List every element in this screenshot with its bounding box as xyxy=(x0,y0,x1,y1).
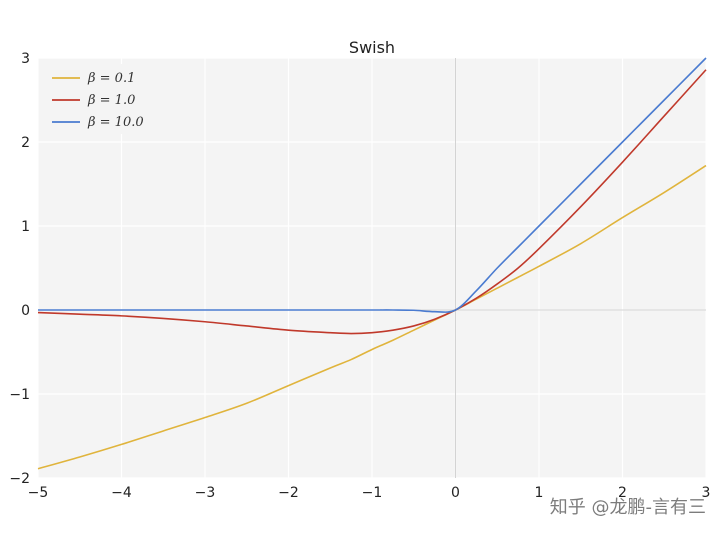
series-lines xyxy=(37,57,707,470)
series-line-2 xyxy=(37,69,707,335)
x-tick-labels: −5 −4 −3 −2 −1 0 1 2 3 xyxy=(28,485,711,501)
x-tick-label: −3 xyxy=(195,485,216,501)
x-tick-label: 2 xyxy=(618,485,627,501)
x-tick-label: −4 xyxy=(111,485,132,501)
x-tick-label: −2 xyxy=(278,485,299,501)
y-tick-label: −2 xyxy=(9,471,30,487)
y-tick-label: 0 xyxy=(21,303,30,319)
series-line-3 xyxy=(38,57,707,313)
y-tick-labels: −2 −1 0 1 2 3 xyxy=(9,51,30,487)
x-tick-label: 3 xyxy=(702,485,711,501)
x-tick-label: 1 xyxy=(535,485,544,501)
y-tick-label: 1 xyxy=(21,219,30,235)
legend-label-1: β = 0.1 xyxy=(87,71,135,86)
y-tick-label: −1 xyxy=(9,387,30,403)
grid-lines xyxy=(37,57,707,479)
chart-title: Swish xyxy=(349,38,395,57)
legend-label-3: β = 10.0 xyxy=(87,115,144,130)
legend-label-2: β = 1.0 xyxy=(87,93,135,108)
y-tick-label: 3 xyxy=(21,51,30,67)
x-tick-label: −5 xyxy=(28,485,49,501)
watermark-text: 知乎 @龙鹏-言有三 xyxy=(549,497,706,518)
x-tick-label: 0 xyxy=(451,485,460,501)
x-tick-label: −1 xyxy=(362,485,383,501)
series-line-1 xyxy=(37,164,707,470)
legend: β = 0.1 β = 1.0 β = 10.0 xyxy=(44,64,166,134)
y-tick-label: 2 xyxy=(21,135,30,151)
